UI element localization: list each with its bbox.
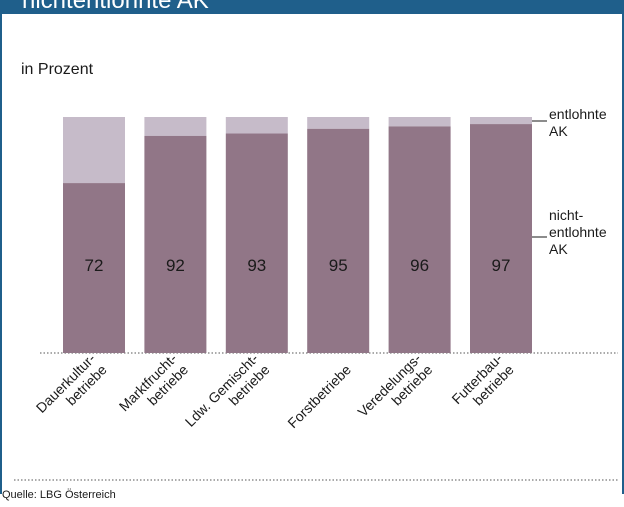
data-label: 92: [166, 256, 185, 275]
bar-nichtentlohnt: [470, 124, 532, 353]
data-label: 96: [410, 256, 429, 275]
unit-label: in Prozent: [21, 61, 94, 78]
category-label: Futterbau-betriebe: [448, 350, 516, 409]
bar-entlohnt: [307, 117, 370, 129]
category-label: Dauerkultur-betriebe: [33, 350, 110, 416]
bar-entlohnt: [144, 117, 207, 136]
bar-entlohnt: [63, 117, 125, 184]
chart-title: nichtentlohnte AK: [22, 0, 209, 14]
bar-nichtentlohnt: [144, 135, 207, 353]
data-label: 72: [85, 256, 104, 275]
bar-nichtentlohnt: [63, 183, 125, 353]
category-label: Forstbetriebe: [284, 361, 354, 431]
bar-entlohnt: [388, 117, 451, 127]
data-label: 93: [247, 256, 266, 275]
legend-label-entlohnt: AK: [549, 123, 568, 139]
bar-entlohnt: [225, 117, 288, 134]
category-label-line: Forstbetriebe: [284, 361, 354, 431]
bar-nichtentlohnt: [388, 126, 451, 353]
frame-border-left: [0, 14, 2, 494]
title-bar: nichtentlohnte AK: [0, 0, 624, 14]
bar-nichtentlohnt: [307, 128, 370, 353]
legend-label-nichtentlohnt: AK: [549, 241, 568, 257]
legend-label-nichtentlohnt: nicht-: [549, 207, 584, 223]
bar-nichtentlohnt: [225, 133, 288, 353]
data-label: 95: [329, 256, 348, 275]
category-label: Veredelungs-betriebe: [354, 350, 435, 420]
frame-border-right: [622, 14, 624, 494]
legend-label-entlohnt: entlohnte: [549, 106, 607, 122]
bar-entlohnt: [470, 117, 532, 125]
legend-label-nichtentlohnt: entlohnte: [549, 224, 607, 240]
source-note: Quelle: LBG Österreich: [2, 489, 116, 501]
category-label: Ldw. Gemischt-betriebe: [182, 350, 273, 430]
data-label: 97: [492, 256, 511, 275]
category-label: Marktfrucht-betriebe: [116, 350, 192, 414]
